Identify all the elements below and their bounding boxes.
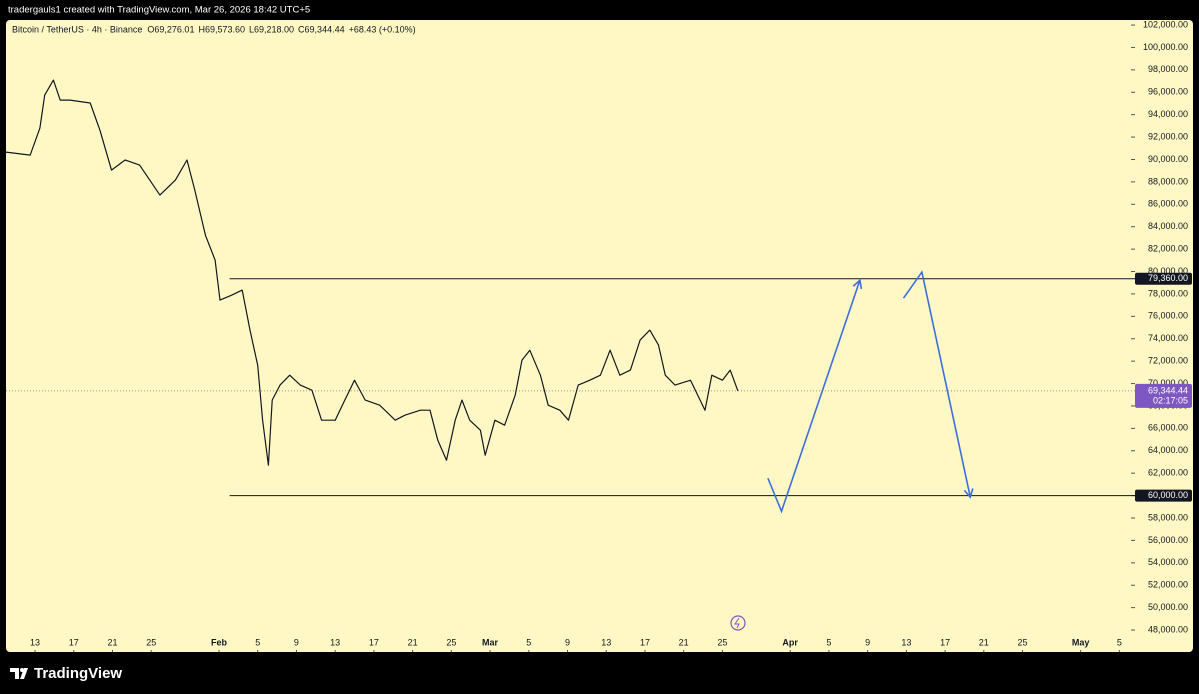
- y-tick-label: 74,000.00: [1148, 333, 1188, 343]
- x-tick-label: 21: [979, 637, 989, 647]
- projection-line: [767, 279, 861, 514]
- y-tick-label: 78,000.00: [1148, 288, 1188, 298]
- y-tick-label: 102,000.00: [1143, 19, 1188, 29]
- x-tick-label: 25: [1018, 637, 1028, 647]
- x-tick-label: 25: [446, 637, 456, 647]
- level-label-box: [1135, 489, 1192, 502]
- y-tick-label: 48,000.00: [1148, 624, 1188, 634]
- y-tick-label: 90,000.00: [1148, 154, 1188, 164]
- ohlc-value: +68.43 (+0.10%): [349, 24, 416, 34]
- y-tick-label: 92,000.00: [1148, 131, 1188, 141]
- x-tick-label: May: [1072, 637, 1090, 647]
- x-tick-label: 21: [408, 637, 418, 647]
- y-tick-label: 64,000.00: [1148, 445, 1188, 455]
- x-tick-label: 9: [565, 637, 570, 647]
- x-tick-label: 25: [717, 637, 727, 647]
- ohlc-value: H69,573.60: [198, 24, 245, 34]
- countdown-label: 02:17:05: [1153, 395, 1188, 405]
- y-tick-label: 50,000.00: [1148, 602, 1188, 612]
- last-price-box: [1135, 383, 1192, 408]
- x-tick-label: 13: [901, 637, 911, 647]
- x-tick-label: 13: [30, 637, 40, 647]
- x-tick-label: 17: [369, 637, 379, 647]
- ohlc-value: C69,344.44: [298, 24, 345, 34]
- x-tick-label: 17: [640, 637, 650, 647]
- x-tick-label: Apr: [782, 637, 798, 647]
- ohlc-value: L69,218.00: [249, 24, 294, 34]
- x-tick-label: 5: [826, 637, 831, 647]
- y-tick-label: 76,000.00: [1148, 311, 1188, 321]
- x-tick-label: 13: [601, 637, 611, 647]
- x-tick-label: Mar: [482, 637, 499, 647]
- x-tick-label: Feb: [211, 637, 228, 647]
- chart-panel: [6, 20, 1193, 652]
- level-label-box: [1135, 272, 1192, 285]
- y-tick-label: 94,000.00: [1148, 109, 1188, 119]
- y-tick-label: 58,000.00: [1148, 512, 1188, 522]
- logo-dot: [20, 668, 24, 672]
- x-tick-label: 17: [940, 637, 950, 647]
- x-tick-label: 13: [330, 637, 340, 647]
- price-line: [5, 79, 739, 466]
- y-tick-label: 52,000.00: [1148, 580, 1188, 590]
- x-tick-label: 5: [526, 637, 531, 647]
- arrow-head: [963, 488, 974, 499]
- x-tick-label: 5: [255, 637, 260, 647]
- y-tick-label: 100,000.00: [1143, 42, 1188, 52]
- last-price-label: 69,344.44: [1148, 385, 1188, 395]
- level-label: 60,000.00: [1148, 490, 1188, 500]
- logo: TradingView: [10, 665, 122, 682]
- level-label: 79,360.00: [1148, 273, 1188, 283]
- y-tick-label: 54,000.00: [1148, 557, 1188, 567]
- y-tick-label: 66,000.00: [1148, 423, 1188, 433]
- arrow-head: [852, 278, 863, 290]
- y-tick-label: 80,000.00: [1148, 266, 1188, 276]
- event-icon-bolt: [734, 617, 740, 629]
- y-tick-label: 70,000.00: [1148, 378, 1188, 388]
- x-tick-label: 9: [294, 637, 299, 647]
- credit: tradergauls1 created with TradingView.co…: [8, 5, 310, 16]
- y-tick-label: 84,000.00: [1148, 221, 1188, 231]
- x-tick-label: 21: [107, 637, 117, 647]
- y-tick-label: 96,000.00: [1148, 87, 1188, 97]
- x-tick-label: 9: [865, 637, 870, 647]
- y-tick-label: 56,000.00: [1148, 535, 1188, 545]
- x-tick-label: 17: [69, 637, 79, 647]
- x-tick-label: 25: [146, 637, 156, 647]
- x-tick-label: 21: [679, 637, 689, 647]
- ohlc-legend: O69,276.01 H69,573.60 L69,218.00 C69,344.44…: [147, 24, 415, 34]
- ohlc-value: O69,276.01: [147, 24, 194, 34]
- y-tick-label: 98,000.00: [1148, 64, 1188, 74]
- y-tick-label: 72,000.00: [1148, 356, 1188, 366]
- brand: TradingView: [34, 665, 122, 682]
- y-tick-label: 86,000.00: [1148, 199, 1188, 209]
- event-icon[interactable]: [730, 615, 746, 631]
- projection-line: [902, 270, 972, 498]
- x-tick-label: 5: [1117, 637, 1122, 647]
- chart-title: Bitcoin / TetherUS · 4h · Binance: [12, 24, 142, 34]
- y-tick-label: 88,000.00: [1148, 176, 1188, 186]
- y-tick-label: 82,000.00: [1148, 243, 1188, 253]
- y-tick-label: 62,000.00: [1148, 468, 1188, 478]
